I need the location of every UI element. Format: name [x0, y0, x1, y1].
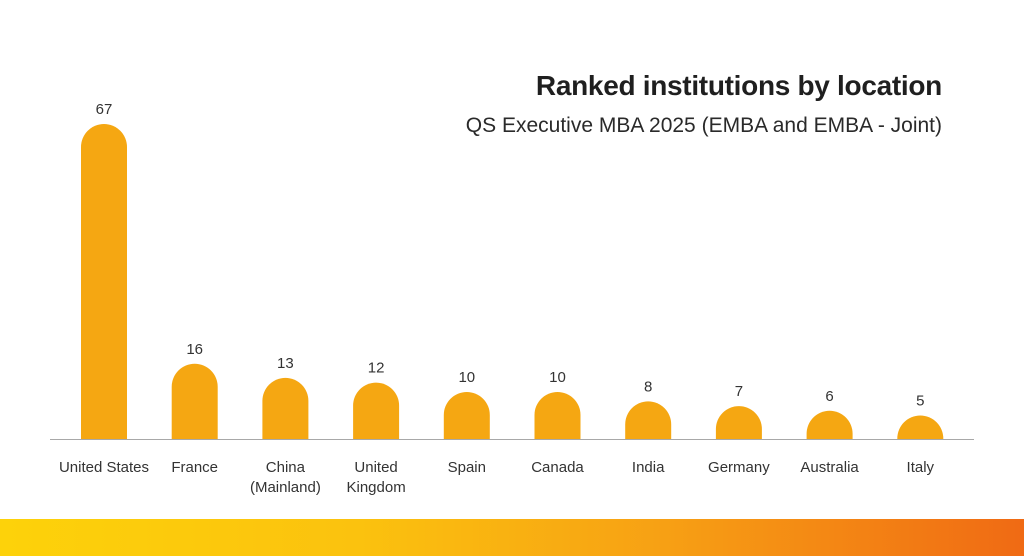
bar-value-label: 12	[368, 360, 385, 377]
bar-value-label: 7	[735, 383, 743, 400]
bar	[806, 410, 853, 439]
category-label: United States	[59, 459, 149, 476]
bar	[262, 377, 309, 439]
bar	[443, 391, 490, 439]
bar-value-label: 6	[825, 388, 833, 405]
bar-value-label: 16	[186, 341, 203, 358]
bar-value-label: 10	[458, 369, 475, 386]
category-label: Australia	[800, 459, 859, 476]
chart-title: Ranked institutions by location	[535, 70, 942, 101]
bar-value-label: 13	[277, 355, 294, 372]
decorative-footer-band	[0, 519, 1024, 556]
category-label: Kingdom	[346, 479, 405, 496]
category-label: France	[171, 459, 218, 476]
category-label: Spain	[448, 459, 486, 476]
bar-value-label: 10	[549, 369, 566, 386]
bar	[715, 406, 762, 439]
bar-value-label: 5	[916, 392, 924, 409]
bar	[625, 401, 672, 439]
chart-subtitle: QS Executive MBA 2025 (EMBA and EMBA - J…	[465, 114, 942, 137]
bar	[353, 382, 400, 439]
bar-value-label: 67	[96, 101, 113, 118]
category-label: Germany	[708, 459, 770, 476]
bar	[171, 363, 218, 439]
bar	[534, 391, 581, 439]
bar	[897, 415, 944, 439]
bar	[81, 124, 127, 439]
category-label: Italy	[907, 459, 935, 476]
category-label: Canada	[531, 459, 584, 476]
category-label: (Mainland)	[250, 479, 321, 496]
bar-value-label: 8	[644, 378, 652, 395]
category-label: China	[266, 459, 306, 476]
category-label: United	[354, 459, 397, 476]
category-label: India	[632, 459, 665, 476]
